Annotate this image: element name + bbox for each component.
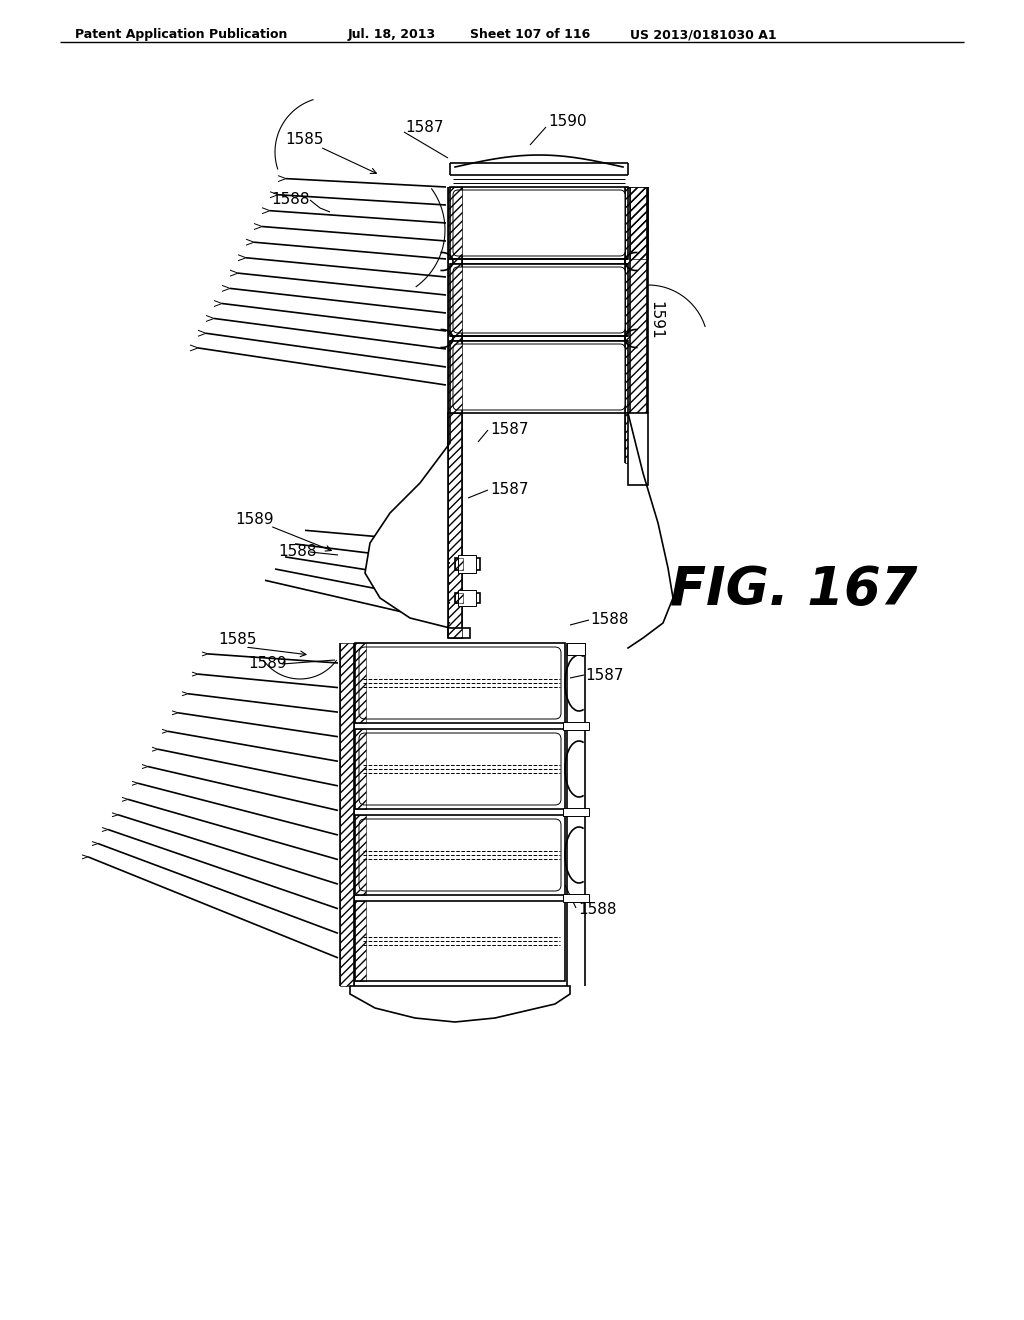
Text: 1589: 1589 bbox=[248, 656, 287, 672]
Polygon shape bbox=[350, 986, 570, 1022]
FancyBboxPatch shape bbox=[359, 647, 561, 719]
Bar bbox=[355, 902, 565, 981]
Text: 1585: 1585 bbox=[285, 132, 324, 148]
Text: 1587: 1587 bbox=[406, 120, 443, 136]
Text: Jul. 18, 2013: Jul. 18, 2013 bbox=[348, 28, 436, 41]
Bar bbox=[340, 643, 354, 986]
Text: Sheet 107 of 116: Sheet 107 of 116 bbox=[470, 28, 590, 41]
Text: 1589: 1589 bbox=[234, 512, 273, 528]
Bar bbox=[563, 808, 589, 816]
Text: 1585: 1585 bbox=[218, 632, 256, 648]
Bar bbox=[455, 558, 480, 570]
Text: 1587: 1587 bbox=[490, 483, 528, 498]
Polygon shape bbox=[365, 413, 470, 638]
Bar bbox=[449, 187, 462, 413]
Bar bbox=[355, 729, 565, 809]
Bar bbox=[450, 187, 628, 259]
Bar bbox=[455, 593, 480, 603]
Bar bbox=[628, 413, 648, 484]
Text: 1588: 1588 bbox=[578, 903, 616, 917]
Text: 1588: 1588 bbox=[271, 193, 310, 207]
Text: US 2013/0181030 A1: US 2013/0181030 A1 bbox=[630, 28, 776, 41]
Bar bbox=[458, 590, 476, 606]
Text: 1587: 1587 bbox=[490, 422, 528, 437]
Bar bbox=[355, 814, 565, 895]
FancyBboxPatch shape bbox=[453, 267, 625, 333]
Bar bbox=[354, 729, 366, 809]
Bar bbox=[630, 187, 648, 259]
Bar bbox=[354, 643, 366, 723]
Bar bbox=[563, 722, 589, 730]
Bar bbox=[449, 413, 462, 638]
Bar bbox=[567, 643, 585, 655]
Bar bbox=[563, 894, 589, 902]
FancyBboxPatch shape bbox=[453, 190, 625, 256]
Text: 1590: 1590 bbox=[548, 115, 587, 129]
Text: 1588: 1588 bbox=[278, 544, 316, 560]
Bar bbox=[354, 902, 366, 981]
Text: Patent Application Publication: Patent Application Publication bbox=[75, 28, 288, 41]
Bar bbox=[450, 341, 628, 413]
Bar bbox=[458, 554, 476, 573]
Text: 1591: 1591 bbox=[648, 301, 663, 339]
FancyBboxPatch shape bbox=[453, 345, 625, 411]
Bar bbox=[625, 187, 647, 463]
Bar bbox=[455, 558, 463, 570]
Text: 1588: 1588 bbox=[590, 612, 629, 627]
FancyBboxPatch shape bbox=[359, 818, 561, 891]
Bar bbox=[455, 593, 463, 603]
FancyBboxPatch shape bbox=[359, 733, 561, 805]
Bar bbox=[355, 643, 565, 723]
Bar bbox=[354, 814, 366, 895]
Text: FIG. 167: FIG. 167 bbox=[670, 564, 918, 616]
Bar bbox=[450, 264, 628, 337]
Text: 1587: 1587 bbox=[585, 668, 624, 682]
